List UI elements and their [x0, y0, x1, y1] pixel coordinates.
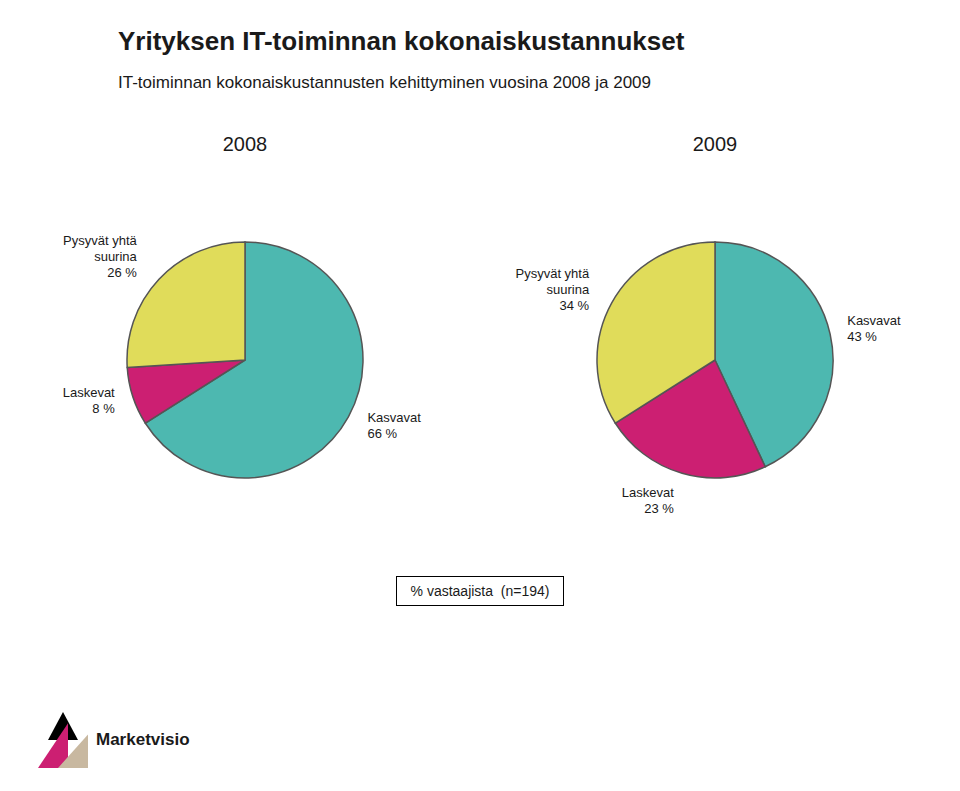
html-text:2009: 2009 — [692, 133, 738, 155]
html-text:IT-toiminnan kokonaiskustannus: IT-toiminnan kokonaiskustannusten kehitt… — [118, 73, 651, 92]
svg-text:Kasvavat66 %: Kasvavat66 % — [367, 411, 421, 442]
svg-text:Laskevat23 %: Laskevat23 % — [622, 485, 674, 516]
html-text:% vastaajista (n=194): % vastaajista (n=194) — [410, 583, 550, 599]
svg-text:Pysyvät yhtäsuurina34 %: Pysyvät yhtäsuurina34 % — [515, 266, 589, 313]
svg-text:Kasvavat43 %: Kasvavat43 % — [847, 314, 901, 345]
html-text:Yrityksen IT-toiminnan kokonai: Yrityksen IT-toiminnan kokonaiskustannuk… — [118, 26, 685, 56]
svg-text:Pysyvät yhtäsuurina26 %: Pysyvät yhtäsuurina26 % — [63, 234, 137, 281]
svg-text:Laskevat8 %: Laskevat8 % — [63, 386, 115, 417]
html-text:2008: 2008 — [222, 133, 268, 155]
html-text:Marketvisio: Marketvisio — [96, 730, 190, 749]
